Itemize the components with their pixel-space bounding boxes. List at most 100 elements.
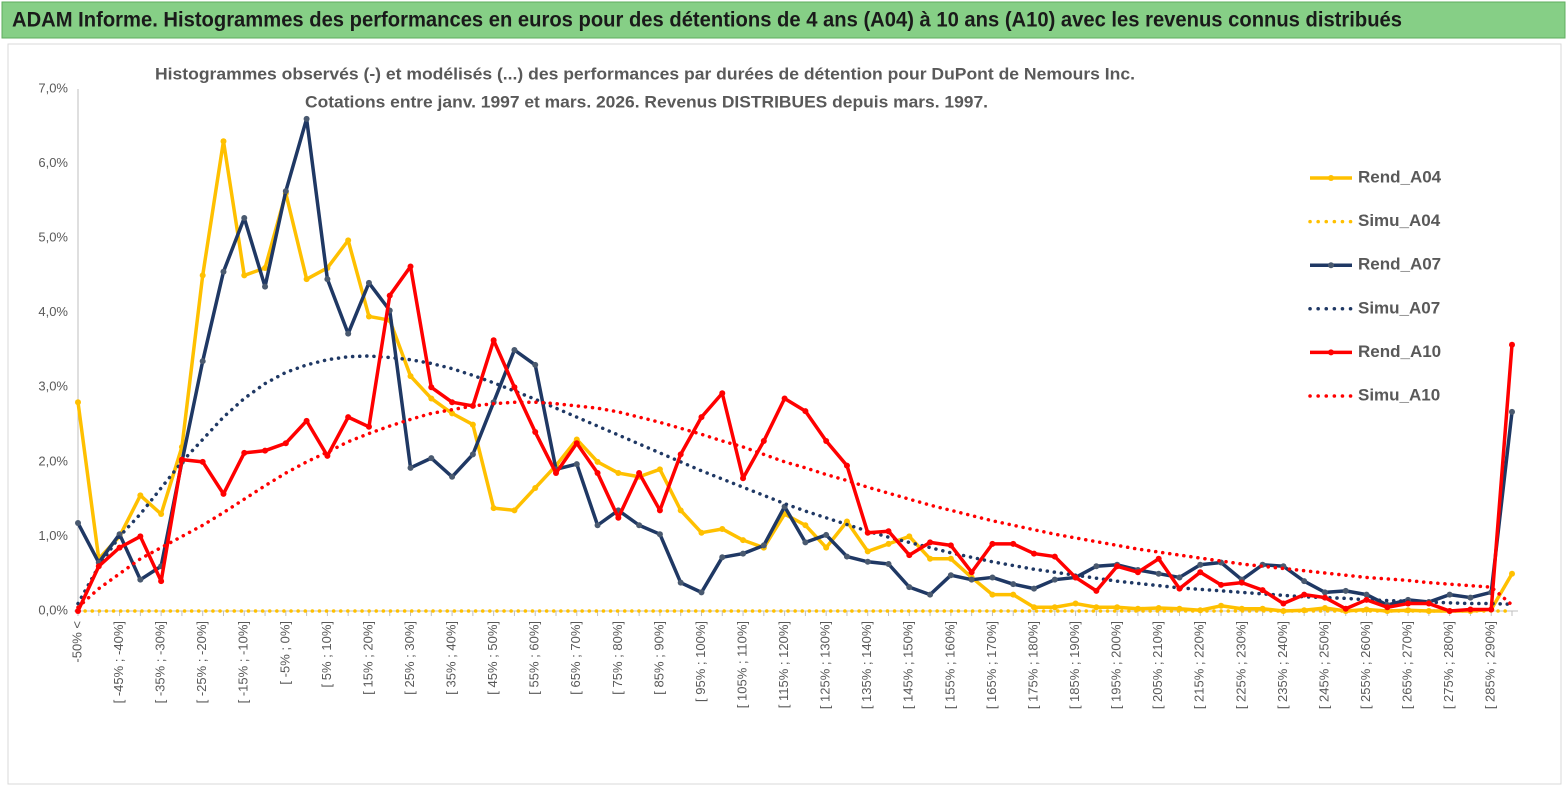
point [75,399,81,406]
point [1363,591,1370,598]
x-tick-label: [ 5% ; 10%] [319,621,334,687]
x-tick-label: [ -5% ; 0%] [277,621,292,685]
point [199,458,206,465]
point [345,237,352,244]
point [241,449,248,456]
point [968,569,975,576]
legend-marker [1328,262,1334,269]
point [1425,600,1432,607]
point [802,539,809,546]
point [906,584,913,591]
point [1321,589,1328,596]
x-tick-label: [ 225% ; 230%] [1233,621,1248,709]
point [282,188,289,195]
point [220,138,227,145]
point [719,554,726,561]
point [449,399,456,406]
point [1218,602,1225,609]
point [906,533,913,540]
point [698,414,705,421]
point [1301,591,1308,598]
point [1321,594,1328,601]
point [511,384,518,391]
point [1051,553,1058,560]
x-tick-label: [ 245% ; 250%] [1316,621,1331,709]
x-tick-label: [ 215% ; 220%] [1192,621,1207,709]
point [1467,594,1474,601]
point [469,421,476,428]
point [968,576,975,583]
point [1509,570,1515,577]
point [906,552,913,559]
point [1218,581,1225,588]
point [75,520,81,527]
point [823,544,830,551]
point [1342,605,1349,612]
point [677,451,684,458]
x-tick-label: [ 45% ; 50%] [485,621,500,695]
point [324,452,331,459]
point [927,591,934,598]
point [947,542,954,549]
point [843,553,850,560]
point [137,533,144,540]
point [303,115,310,122]
x-tick-label: [ 235% ; 240%] [1275,621,1290,709]
point [365,313,372,320]
x-tick-label: [ 205% ; 210%] [1150,621,1165,709]
point [1321,605,1328,612]
point [511,507,518,514]
point [158,578,165,585]
point [303,417,310,424]
y-tick-label: 1,0% [38,528,68,543]
x-tick-label: [ -15% ; -10%] [236,621,251,703]
point [885,528,892,535]
header-bar [1,1,1566,39]
point [1363,606,1370,613]
point [864,529,871,536]
point [1509,341,1515,348]
point [95,563,102,570]
point [719,525,726,532]
point [760,542,767,549]
point [802,522,809,529]
point [241,272,248,279]
point [407,263,414,270]
point [740,550,747,557]
x-tick-label: [ -25% ; -20%] [194,621,209,703]
legend-label: Rend_A04 [1358,167,1442,186]
point [594,522,601,529]
point [1010,591,1017,598]
point [532,361,539,368]
point [760,437,767,444]
point [885,561,892,568]
x-tick-label: [ 135% ; 140%] [859,621,874,709]
point [656,466,663,473]
legend-marker [1328,175,1334,181]
point [1197,569,1204,576]
point [1280,600,1287,607]
point [656,531,663,538]
point [365,423,372,430]
x-tick-label: [ 195% ; 200%] [1109,621,1124,709]
point [532,429,539,436]
point [1446,608,1453,614]
point [1384,604,1391,611]
point [1488,606,1495,613]
chart-title: ADAM Informe. Histogrammes des performan… [12,9,1402,32]
point [656,507,663,514]
point [1238,579,1245,586]
point [573,440,580,447]
x-tick-label: [ 85% ; 90%] [651,621,666,695]
x-tick-label: -50% < [69,621,84,663]
point [1509,408,1515,415]
point [1031,585,1037,592]
point [1051,604,1058,611]
point [843,518,850,525]
point [947,555,954,562]
point [262,264,269,271]
series-line [76,117,1514,607]
point [1072,600,1079,607]
point [615,470,622,477]
